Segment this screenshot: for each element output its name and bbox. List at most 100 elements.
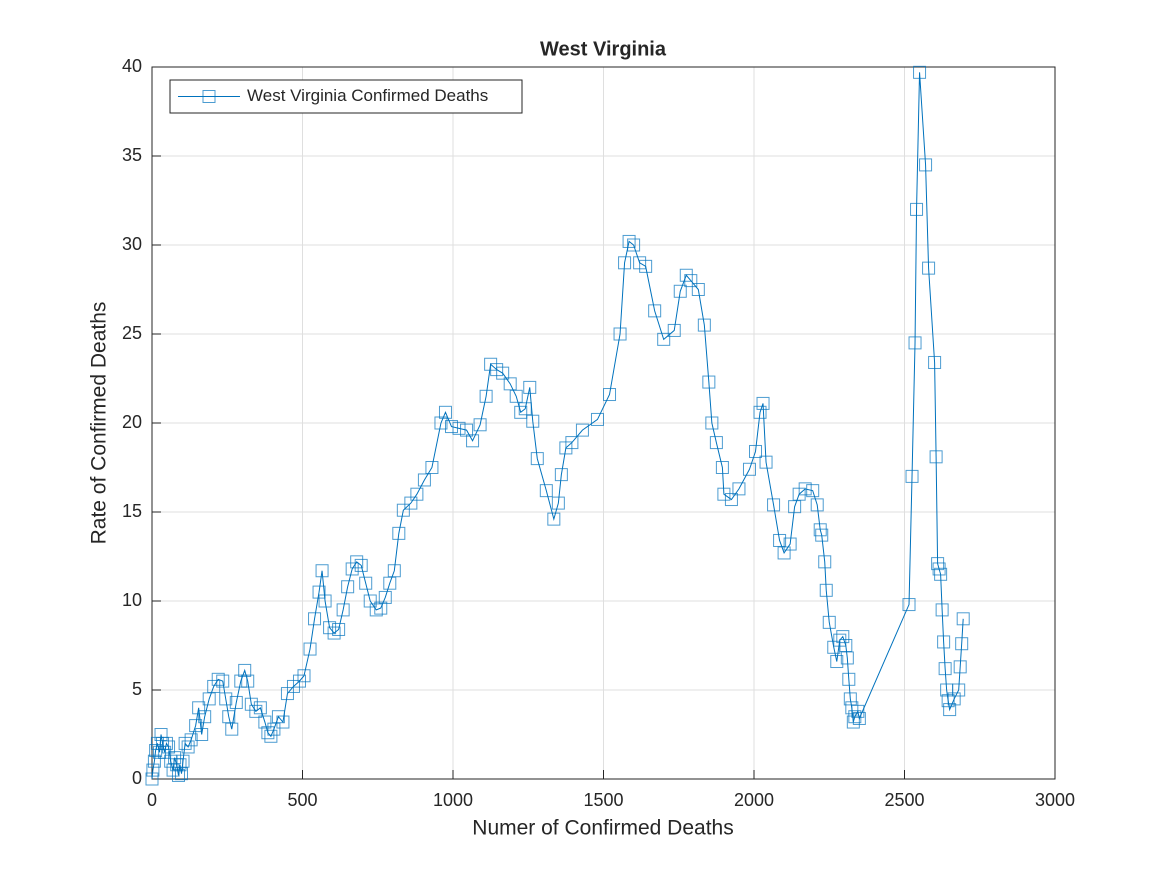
marker [229, 695, 243, 709]
marker [539, 484, 553, 498]
marker [913, 65, 927, 79]
marker [530, 452, 544, 466]
marker [479, 389, 493, 403]
marker [146, 763, 160, 777]
marker [554, 468, 568, 482]
marker [523, 380, 537, 394]
marker [956, 612, 970, 626]
marker [244, 697, 258, 711]
marker [717, 487, 731, 501]
marker [953, 660, 967, 674]
marker [417, 473, 431, 487]
marker [851, 704, 865, 718]
y-tick-label: 40 [122, 56, 142, 76]
marker [176, 754, 190, 768]
marker [673, 284, 687, 298]
marker [753, 405, 767, 419]
marker [297, 669, 311, 683]
chart-title: West Virginia [540, 38, 667, 60]
marker [168, 751, 182, 765]
marker [154, 728, 168, 741]
marker [198, 710, 212, 724]
marker [590, 412, 604, 426]
x-tick-label: 500 [287, 790, 317, 810]
marker [369, 603, 383, 617]
marker [216, 674, 230, 688]
marker [830, 655, 844, 669]
marker [444, 420, 458, 434]
marker [171, 768, 185, 782]
marker [756, 396, 770, 410]
marker [843, 692, 857, 706]
marker [292, 674, 306, 688]
y-tick-label: 0 [132, 768, 142, 788]
marker [145, 772, 159, 786]
marker [952, 683, 966, 697]
y-tick-label: 15 [122, 501, 142, 521]
marker [466, 434, 480, 448]
marker [374, 601, 388, 615]
x-tick-label: 2500 [884, 790, 924, 810]
marker [702, 375, 716, 389]
marker [613, 327, 627, 341]
marker [547, 512, 561, 526]
y-tick-label: 25 [122, 323, 142, 343]
marker [810, 498, 824, 512]
marker [928, 355, 942, 369]
marker [848, 710, 862, 724]
marker [147, 754, 161, 768]
marker [159, 736, 173, 750]
marker [425, 461, 439, 474]
marker [184, 733, 198, 747]
marker [434, 416, 448, 430]
marker [565, 436, 579, 450]
marker [195, 728, 209, 741]
marker [181, 740, 195, 754]
marker [806, 484, 820, 498]
y-tick-label: 5 [132, 679, 142, 699]
marker [332, 622, 346, 636]
marker [496, 366, 510, 380]
marker [932, 562, 946, 576]
marker [639, 259, 653, 273]
marker [238, 663, 252, 677]
x-axis-label: Numer of Confirmed Deaths [472, 817, 733, 840]
marker [514, 405, 528, 419]
marker [438, 405, 452, 419]
marker [308, 612, 322, 626]
marker [679, 268, 693, 282]
marker [315, 564, 329, 578]
marker [387, 564, 401, 578]
marker [938, 662, 952, 676]
marker [392, 526, 406, 540]
axes-box [151, 66, 1056, 780]
marker [919, 158, 933, 172]
x-tick-label: 3000 [1035, 790, 1075, 810]
x-tick-label: 1000 [433, 790, 473, 810]
marker [276, 715, 290, 729]
marker [836, 630, 850, 644]
marker [622, 234, 636, 248]
marker [303, 642, 317, 656]
marker [518, 402, 532, 416]
marker [509, 389, 523, 403]
marker [815, 528, 829, 542]
marker [225, 722, 239, 736]
marker [931, 557, 945, 571]
marker [947, 692, 961, 706]
marker [410, 487, 424, 501]
marker [929, 450, 943, 464]
marker [149, 744, 163, 758]
marker [551, 496, 565, 510]
y-tick-label: 10 [122, 590, 142, 610]
y-axis-label: Rate of Confirmed Deaths [88, 302, 111, 545]
marker [922, 261, 936, 275]
marker [943, 703, 957, 717]
marker [345, 562, 359, 576]
marker [822, 615, 836, 629]
marker [350, 555, 364, 569]
legend-marker [202, 90, 216, 103]
marker [359, 576, 373, 590]
marker [691, 283, 705, 296]
